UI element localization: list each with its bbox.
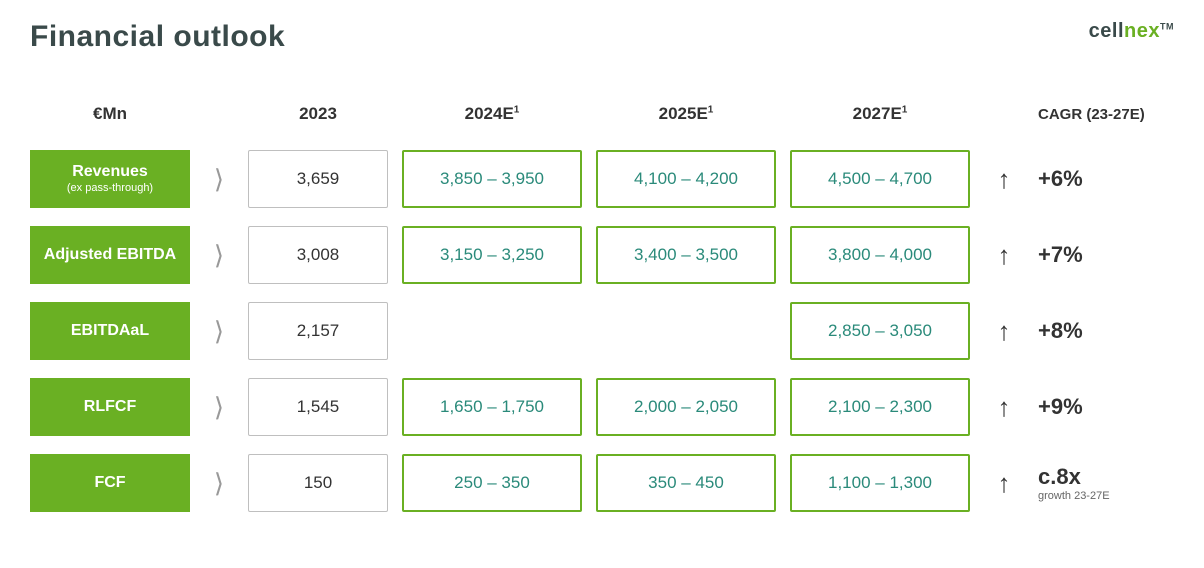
cagr-fcf-main: c.8x: [1038, 464, 1081, 489]
col-header-2025-text: 2025E: [659, 104, 708, 123]
cell-fcf-2025: 350 – 450: [596, 454, 776, 512]
col-header-2027-sup: 1: [902, 104, 908, 115]
row-label-main: EBITDAaL: [71, 322, 149, 340]
cagr-revenues: +6%: [1038, 166, 1148, 192]
slide-header: Financial outlook cellnexTM: [30, 20, 1174, 54]
cell-ebitdaal-2023: 2,157: [248, 302, 388, 360]
cell-fcf-2024: 250 – 350: [402, 454, 582, 512]
row-label-fcf: FCF: [30, 454, 190, 512]
cell-revenues-2024: 3,850 – 3,950: [402, 150, 582, 208]
arrow-up-icon: ↑: [984, 470, 1024, 496]
cell-fcf-2023: 150: [248, 454, 388, 512]
row-label-rlfcf: RLFCF: [30, 378, 190, 436]
chevron-right-icon: ⟩: [204, 166, 234, 192]
cagr-adjebitda: +7%: [1038, 242, 1148, 268]
arrow-up-icon: ↑: [984, 394, 1024, 420]
col-header-2024: 2024E1: [402, 104, 582, 132]
arrow-up-icon: ↑: [984, 318, 1024, 344]
row-label-main: Revenues: [72, 163, 148, 181]
row-label-adj-ebitda: Adjusted EBITDA: [30, 226, 190, 284]
cell-rlfcf-2024: 1,650 – 1,750: [402, 378, 582, 436]
row-label-sub: (ex pass-through): [67, 182, 153, 195]
col-header-2023: 2023: [248, 104, 388, 132]
chevron-right-icon: ⟩: [204, 470, 234, 496]
cell-revenues-2023: 3,659: [248, 150, 388, 208]
logo-tm: TM: [1160, 21, 1174, 31]
cell-ebitdaal-2025-empty: [596, 302, 776, 360]
cagr-rlfcf: +9%: [1038, 394, 1148, 420]
cell-rlfcf-2023: 1,545: [248, 378, 388, 436]
cagr-ebitdaal: +8%: [1038, 318, 1148, 344]
col-header-2024-text: 2024E: [465, 104, 514, 123]
cell-ebitdaal-2024-empty: [402, 302, 582, 360]
cell-fcf-2027: 1,100 – 1,300: [790, 454, 970, 512]
cell-revenues-2027: 4,500 – 4,700: [790, 150, 970, 208]
cell-adjebitda-2023: 3,008: [248, 226, 388, 284]
row-label-revenues: Revenues (ex pass-through): [30, 150, 190, 208]
col-header-2024-sup: 1: [514, 104, 520, 115]
col-header-2025: 2025E1: [596, 104, 776, 132]
cell-adjebitda-2027: 3,800 – 4,000: [790, 226, 970, 284]
cagr-fcf-sub: growth 23-27E: [1038, 490, 1148, 502]
cell-adjebitda-2024: 3,150 – 3,250: [402, 226, 582, 284]
logo-part-1: cell: [1089, 20, 1124, 42]
col-header-cagr: CAGR (23-27E): [1038, 106, 1148, 131]
col-header-2027-text: 2027E: [853, 104, 902, 123]
chevron-right-icon: ⟩: [204, 394, 234, 420]
row-label-main: Adjusted EBITDA: [44, 246, 176, 264]
page-title: Financial outlook: [30, 20, 285, 54]
cell-rlfcf-2027: 2,100 – 2,300: [790, 378, 970, 436]
chevron-right-icon: ⟩: [204, 242, 234, 268]
row-label-ebitdaal: EBITDAaL: [30, 302, 190, 360]
logo-part-2: nex: [1124, 20, 1160, 42]
col-header-2025-sup: 1: [708, 104, 714, 115]
arrow-up-icon: ↑: [984, 242, 1024, 268]
chevron-right-icon: ⟩: [204, 318, 234, 344]
col-header-unit: €Mn: [30, 104, 190, 132]
outlook-table: €Mn 2023 2024E1 2025E1 2027E1 CAGR (23-2…: [30, 104, 1174, 512]
cell-rlfcf-2025: 2,000 – 2,050: [596, 378, 776, 436]
company-logo: cellnexTM: [1089, 20, 1174, 43]
cell-adjebitda-2025: 3,400 – 3,500: [596, 226, 776, 284]
cell-ebitdaal-2027: 2,850 – 3,050: [790, 302, 970, 360]
cagr-fcf: c.8x growth 23-27E: [1038, 464, 1148, 502]
row-label-main: RLFCF: [84, 398, 136, 416]
row-label-main: FCF: [94, 474, 125, 492]
arrow-up-icon: ↑: [984, 166, 1024, 192]
col-header-2027: 2027E1: [790, 104, 970, 132]
cell-revenues-2025: 4,100 – 4,200: [596, 150, 776, 208]
